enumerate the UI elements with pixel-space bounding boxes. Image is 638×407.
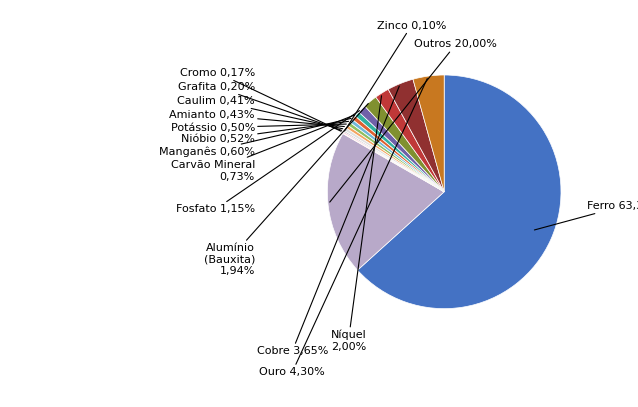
Wedge shape [352,116,444,192]
Text: Zinco 0,10%: Zinco 0,10% [345,21,446,131]
Wedge shape [355,112,444,192]
Wedge shape [345,128,444,192]
Wedge shape [348,123,444,192]
Wedge shape [365,97,444,192]
Text: Carvão Mineral
0,73%: Carvão Mineral 0,73% [170,115,355,182]
Wedge shape [357,75,561,309]
Text: Caulim 0,41%: Caulim 0,41% [177,96,343,129]
Wedge shape [359,106,444,192]
Wedge shape [388,79,444,192]
Text: Cobre 3,65%: Cobre 3,65% [256,86,399,356]
Text: Manganês 0,60%: Manganês 0,60% [159,118,351,158]
Text: Ferro 63,30%: Ferro 63,30% [535,201,638,230]
Wedge shape [346,125,444,192]
Wedge shape [343,132,444,192]
Wedge shape [350,120,444,192]
Text: Níquel
2,00%: Níquel 2,00% [330,96,382,352]
Wedge shape [413,75,444,192]
Text: Amianto 0,43%: Amianto 0,43% [170,110,345,127]
Text: Ouro 4,30%: Ouro 4,30% [260,79,427,377]
Text: Alumínio
(Bauxita)
1,94%: Alumínio (Bauxita) 1,94% [204,103,368,276]
Text: Cromo 0,17%: Cromo 0,17% [180,68,341,131]
Text: Nióbio 0,52%: Nióbio 0,52% [181,121,348,144]
Wedge shape [327,133,444,270]
Text: Outros 20,00%: Outros 20,00% [330,39,497,202]
Text: Grafita 0,20%: Grafita 0,20% [177,82,341,130]
Text: Fosfato 1,15%: Fosfato 1,15% [176,111,359,214]
Wedge shape [344,131,444,192]
Wedge shape [376,89,444,192]
Text: Potássio 0,50%: Potássio 0,50% [170,123,346,133]
Wedge shape [343,133,444,192]
